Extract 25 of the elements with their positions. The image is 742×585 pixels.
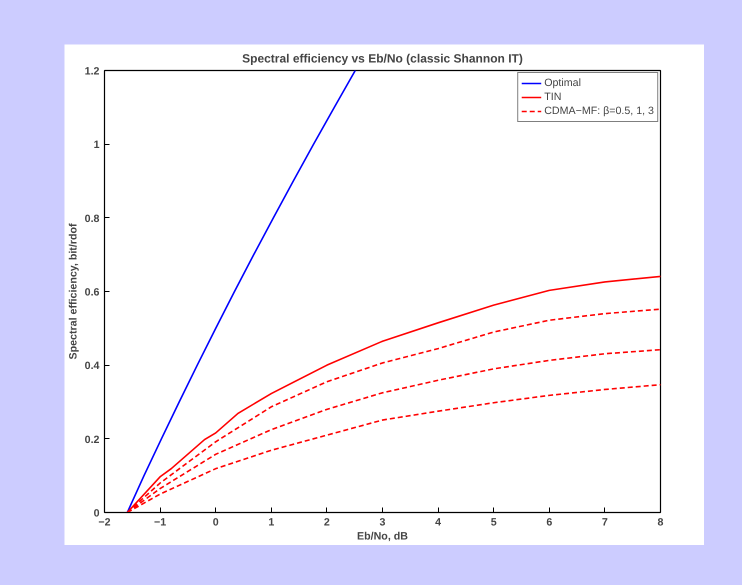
legend-label: Optimal [544, 76, 581, 90]
line-series [126, 70, 356, 512]
x-tick-label: 7 [602, 516, 608, 528]
chart-title: Spectral efficiency vs Eb/No (classic Shannon IT) [242, 52, 523, 66]
x-tick-label: 4 [435, 516, 442, 528]
x-axis-title: Eb/No, dB [357, 530, 408, 542]
x-tick-label: −1 [154, 516, 166, 528]
y-tick-label: 0.4 [84, 360, 100, 372]
x-tick-label: 1 [268, 516, 274, 528]
x-tick-label: −2 [98, 516, 111, 528]
y-tick-label: 0 [94, 508, 100, 520]
x-tick-label: 5 [490, 516, 497, 528]
legend-label: CDMA−MF: β=0.5, 1, 3 [544, 104, 654, 118]
legend-label: TIN [544, 90, 562, 104]
y-tick-label: 1 [94, 139, 100, 152]
y-tick-label: 0.2 [84, 434, 100, 446]
y-axis-title: Spectral efficiency, bit/rdof [68, 223, 80, 360]
y-tick-label: 0.6 [84, 286, 100, 298]
y-tick-label: 1.2 [84, 66, 100, 78]
x-tick-label: 3 [380, 516, 386, 528]
x-tick-label: 0 [212, 516, 219, 528]
x-tick-label: 6 [546, 516, 552, 528]
x-tick-label: 2 [324, 516, 330, 528]
x-tick-label: 8 [658, 516, 664, 528]
y-tick-label: 0.8 [84, 212, 100, 225]
